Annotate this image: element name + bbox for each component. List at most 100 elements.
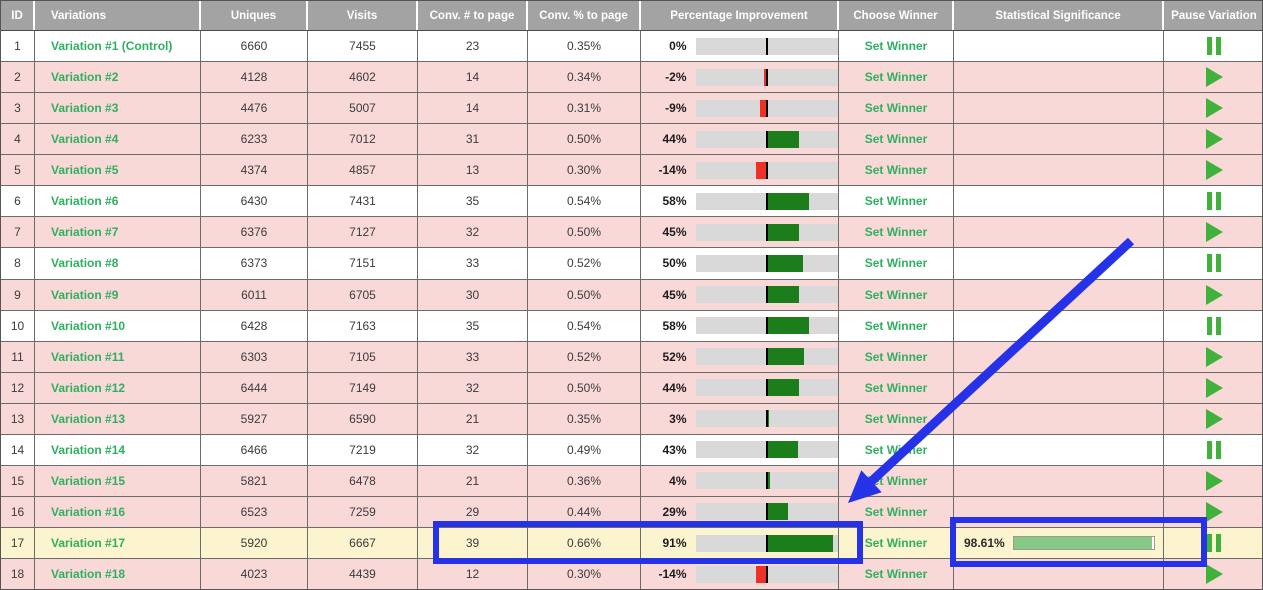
variation-link[interactable]: Variation #6 — [51, 194, 119, 209]
play-icon[interactable] — [1205, 98, 1223, 119]
improvement-zero-line — [765, 254, 768, 272]
set-winner-button[interactable]: Set Winner — [864, 318, 928, 333]
set-winner-button[interactable]: Set Winner — [864, 287, 928, 302]
set-winner-button[interactable]: Set Winner — [864, 256, 928, 271]
significance-cell — [954, 62, 1164, 93]
variation-link[interactable]: Variation #18 — [51, 567, 126, 582]
conversions-value: 13 — [418, 155, 528, 186]
play-icon[interactable] — [1205, 222, 1223, 243]
improvement-bar-track — [695, 379, 838, 397]
significance-cell — [954, 186, 1164, 217]
visits-value: 7219 — [308, 434, 418, 465]
table-row: 1 Variation #1 (Control) 6660 7455 23 0.… — [1, 31, 1262, 63]
set-winner-button[interactable]: Set Winner — [864, 536, 928, 551]
set-winner-button[interactable]: Set Winner — [864, 442, 928, 457]
variation-link[interactable]: Variation #4 — [51, 132, 119, 147]
variation-link[interactable]: Variation #1 (Control) — [51, 39, 173, 54]
play-icon[interactable] — [1205, 129, 1223, 150]
variation-link[interactable]: Variation #2 — [51, 70, 119, 85]
header-choose-winner: Choose Winner — [839, 1, 954, 30]
conversion-rate-value: 0.52% — [528, 248, 641, 279]
set-winner-button[interactable]: Set Winner — [864, 225, 928, 240]
variation-link[interactable]: Variation #11 — [51, 349, 125, 364]
conversions-value: 32 — [418, 372, 528, 403]
row-id: 10 — [1, 310, 35, 341]
set-winner-button[interactable]: Set Winner — [864, 132, 928, 147]
set-winner-button[interactable]: Set Winner — [864, 567, 928, 582]
variation-link[interactable]: Variation #14 — [51, 442, 126, 457]
visits-value: 7259 — [308, 496, 418, 527]
set-winner-button[interactable]: Set Winner — [864, 70, 928, 85]
pause-variation-cell — [1164, 280, 1263, 310]
improvement-label: 43% — [662, 442, 687, 457]
variation-link[interactable]: Variation #5 — [51, 163, 119, 178]
improvement-cell: 4% — [641, 465, 839, 496]
visits-value: 7149 — [308, 372, 418, 403]
significance-cell — [954, 31, 1164, 62]
variation-link[interactable]: Variation #17 — [51, 536, 126, 551]
improvement-zero-line — [765, 286, 768, 304]
pause-icon[interactable] — [1207, 316, 1221, 335]
table-row: 10 Variation #10 6428 7163 35 0.54% 58% … — [1, 310, 1263, 342]
table-row: 15 Variation #15 5821 6478 21 0.36% 4% S… — [1, 465, 1262, 497]
table-row: 16 Variation #16 6523 7259 29 0.44% 29% … — [1, 496, 1262, 528]
set-winner-button[interactable]: Set Winner — [864, 380, 928, 395]
conversion-rate-value: 0.54% — [528, 186, 641, 217]
set-winner-button[interactable]: Set Winner — [864, 163, 928, 178]
pause-icon[interactable] — [1207, 440, 1221, 459]
significance-cell: 98.61% — [954, 528, 1164, 559]
improvement-bar-track — [695, 37, 838, 55]
set-winner-button[interactable]: Set Winner — [864, 411, 928, 426]
pause-icon[interactable] — [1207, 37, 1221, 56]
play-icon[interactable] — [1205, 470, 1223, 491]
significance-cell — [954, 93, 1164, 124]
row-id: 4 — [1, 124, 35, 155]
play-icon[interactable] — [1205, 564, 1223, 585]
variation-link[interactable]: Variation #3 — [51, 101, 119, 116]
improvement-label: -9% — [665, 101, 687, 116]
variation-link[interactable]: Variation #8 — [51, 256, 119, 271]
set-winner-button[interactable]: Set Winner — [864, 473, 928, 488]
improvement-bar — [766, 286, 799, 304]
table-row: 12 Variation #12 6444 7149 32 0.50% 44% … — [1, 372, 1262, 404]
improvement-bar — [766, 317, 809, 335]
pause-variation-cell — [1164, 311, 1263, 341]
improvement-bar — [766, 130, 799, 148]
improvement-bar — [766, 410, 769, 428]
row-id: 3 — [1, 93, 35, 124]
variation-link[interactable]: Variation #7 — [51, 225, 119, 240]
set-winner-button[interactable]: Set Winner — [864, 39, 928, 54]
pause-icon[interactable] — [1207, 254, 1221, 273]
conversions-value: 23 — [418, 31, 528, 62]
improvement-cell: -14% — [641, 559, 839, 590]
variation-link[interactable]: Variation #16 — [51, 504, 126, 519]
conversion-rate-value: 0.52% — [528, 341, 641, 372]
visits-value: 7455 — [308, 31, 418, 62]
play-icon[interactable] — [1205, 346, 1223, 367]
play-icon[interactable] — [1205, 160, 1223, 181]
pause-icon[interactable] — [1207, 534, 1221, 553]
variation-link[interactable]: Variation #12 — [51, 380, 126, 395]
set-winner-button[interactable]: Set Winner — [864, 504, 928, 519]
play-icon[interactable] — [1205, 377, 1223, 398]
variation-link[interactable]: Variation #10 — [51, 318, 126, 333]
significance-cell — [954, 279, 1164, 310]
improvement-zero-line — [765, 99, 768, 117]
variation-link[interactable]: Variation #15 — [51, 473, 126, 488]
set-winner-button[interactable]: Set Winner — [864, 194, 928, 209]
improvement-cell: 29% — [641, 496, 839, 527]
variation-link[interactable]: Variation #9 — [51, 287, 119, 302]
conversion-rate-value: 0.34% — [528, 62, 641, 93]
play-icon[interactable] — [1205, 67, 1223, 88]
set-winner-button[interactable]: Set Winner — [864, 349, 928, 364]
improvement-zero-line — [765, 503, 768, 521]
uniques-value: 5821 — [201, 465, 308, 496]
play-icon[interactable] — [1205, 501, 1223, 522]
row-id: 12 — [1, 372, 35, 403]
table-row: 6 Variation #6 6430 7431 35 0.54% 58% Se… — [1, 186, 1262, 218]
set-winner-button[interactable]: Set Winner — [864, 101, 928, 116]
play-icon[interactable] — [1205, 284, 1223, 305]
variation-link[interactable]: Variation #13 — [51, 411, 126, 426]
pause-icon[interactable] — [1207, 192, 1221, 211]
play-icon[interactable] — [1205, 408, 1223, 429]
